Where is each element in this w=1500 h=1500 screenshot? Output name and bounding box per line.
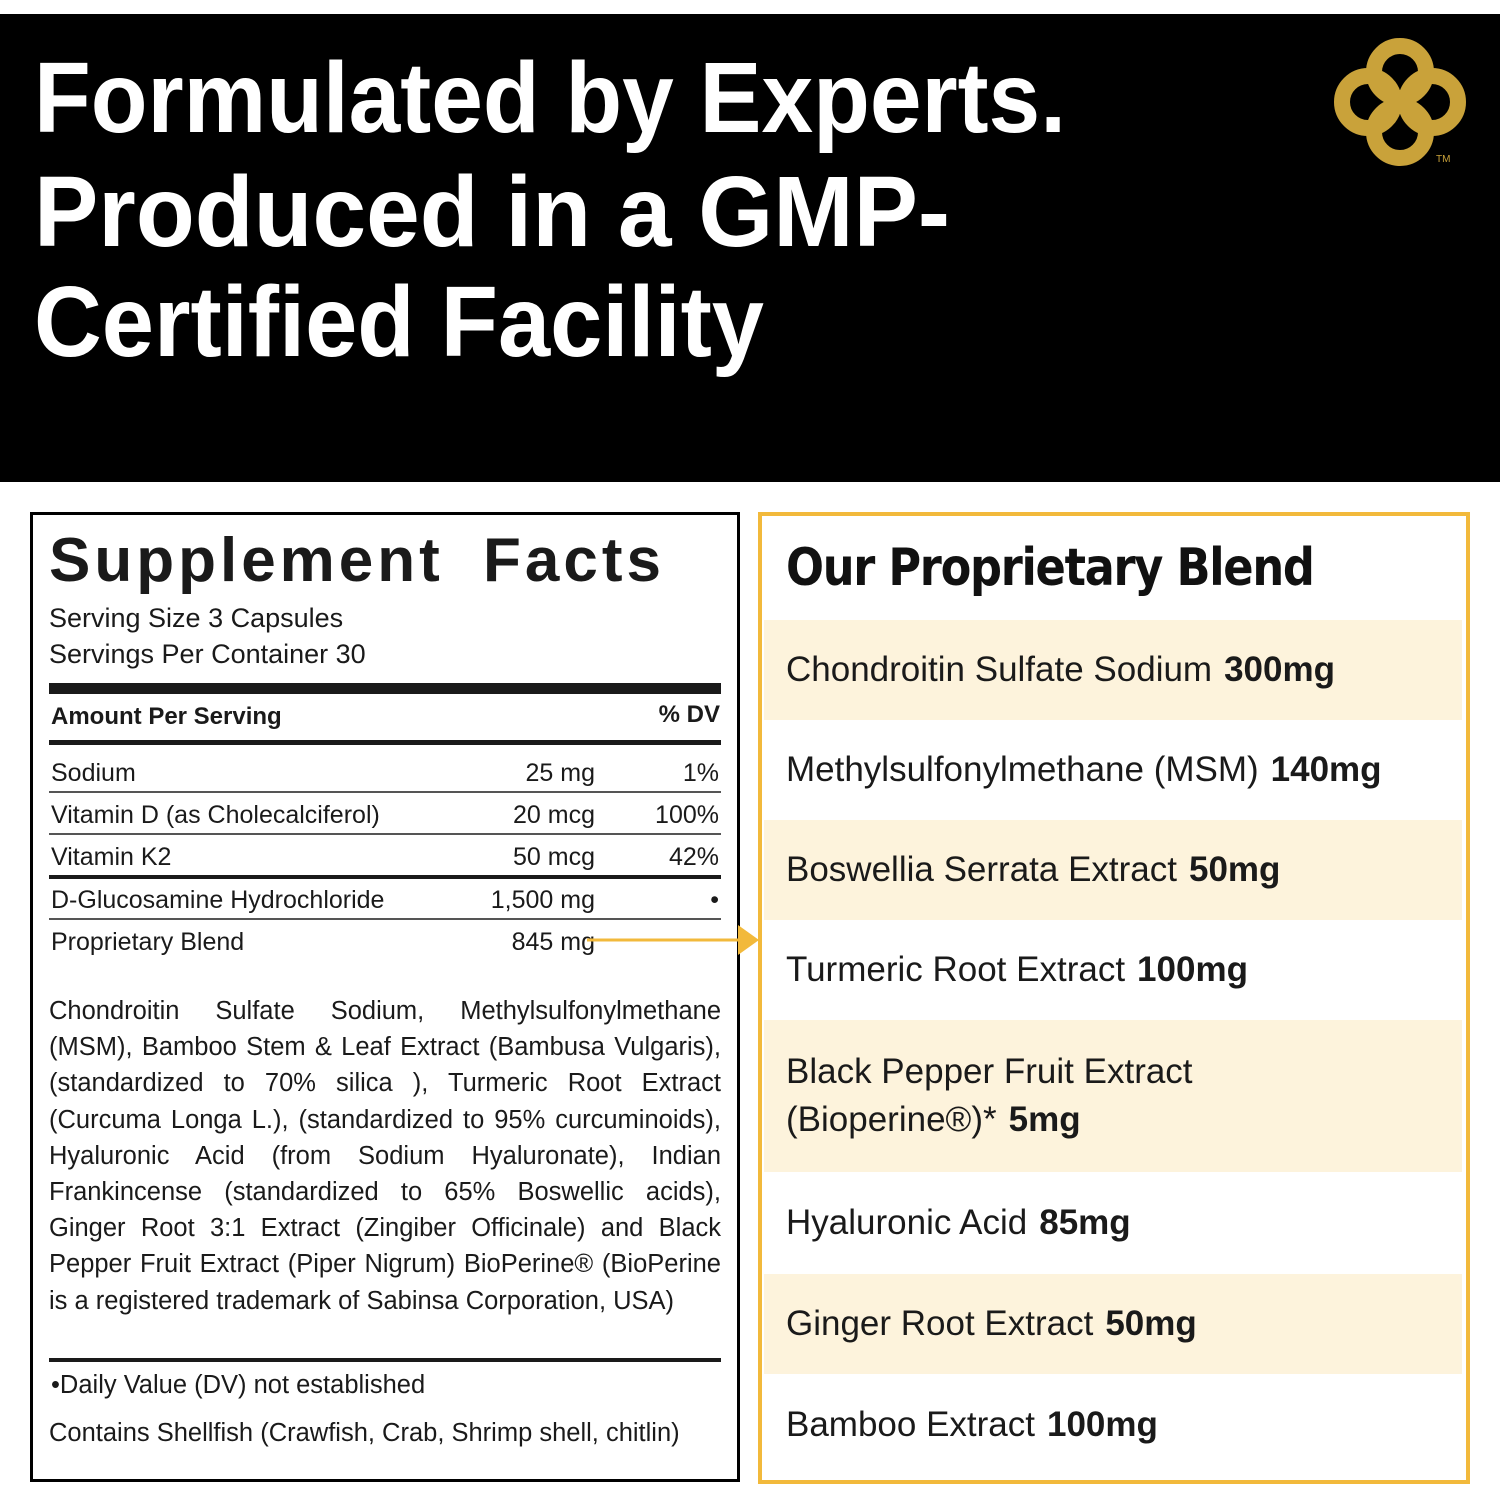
blend-row: Turmeric Root Extract 100mg xyxy=(764,920,1462,1020)
dv-header: % DV xyxy=(658,701,720,728)
facts-title: Supplement Facts xyxy=(49,526,665,595)
blend-text: Chondroitin Sulfate Sodium 300mg xyxy=(786,646,1335,694)
title-line: Certified Facility xyxy=(34,266,764,378)
blend-amount: 50mg xyxy=(1105,1304,1197,1343)
blend-amount: 300mg xyxy=(1224,650,1335,689)
facts-row: Vitamin D (as Cholecalciferol) 20 mcg 100% xyxy=(49,795,721,837)
blend-amount: 50mg xyxy=(1188,850,1281,889)
header-art: Formulated by Experts. Produced in a GMP… xyxy=(34,38,1466,378)
blend-name: Ginger Root Extract xyxy=(786,1304,1094,1343)
blend-text: Black Pepper Fruit Extract (Bioperine®)*… xyxy=(786,1048,1216,1144)
nutrient-name: D-Glucosamine Hydrochloride xyxy=(51,886,385,914)
blend-row: Black Pepper Fruit Extract (Bioperine®)*… xyxy=(764,1020,1462,1172)
footnote: •Daily Value (DV) not established xyxy=(51,1371,426,1399)
blend-title: Our Proprietary Blend xyxy=(786,538,1315,598)
nutrient-name: Sodium xyxy=(51,759,136,787)
nutrient-dv: • xyxy=(710,886,719,914)
title-line: Produced in a GMP- xyxy=(34,156,950,268)
blend-text: Hyaluronic Acid 85mg xyxy=(786,1199,1131,1247)
allergen: Contains Shellfish (Crawfish, Crab, Shri… xyxy=(49,1419,680,1447)
nutrient-dv: 1% xyxy=(682,759,719,787)
nutrient-dv: 100% xyxy=(655,801,719,829)
blend-amount: 140mg xyxy=(1270,750,1382,789)
blend-text: Ginger Root Extract 50mg xyxy=(786,1300,1197,1348)
nutrient-name: Proprietary Blend xyxy=(51,928,245,956)
blend-amount: 100mg xyxy=(1137,950,1248,989)
nutrient-name: Vitamin K2 xyxy=(51,843,172,871)
blend-name: Boswellia Serrata Extract xyxy=(786,850,1177,889)
proprietary-blend: Our Proprietary Blend Chondroitin Sulfat… xyxy=(758,512,1470,1484)
blend-name: Hyaluronic Acid xyxy=(786,1203,1028,1242)
nutrient-name: Vitamin D (as Cholecalciferol) xyxy=(51,801,380,829)
divider xyxy=(49,918,721,920)
nutrient-amount: 1,500 mg xyxy=(490,886,595,914)
blend-text: Bamboo Extract 100mg xyxy=(786,1401,1158,1449)
facts-row: Vitamin K2 50 mcg 42% xyxy=(49,837,721,879)
nutrient-amount: 20 mcg xyxy=(513,801,595,829)
blend-name: Black Pepper Fruit Extract (Bioperine®)* xyxy=(786,1052,1193,1139)
blend-row: Hyaluronic Acid 85mg xyxy=(764,1172,1462,1274)
blend-text: Boswellia Serrata Extract 50mg xyxy=(786,846,1280,894)
nutrient-amount: 50 mcg xyxy=(513,843,595,871)
servings-per-container: Servings Per Container 30 xyxy=(49,639,366,669)
divider xyxy=(49,683,721,694)
blend-name: Bamboo Extract xyxy=(786,1404,1035,1444)
blend-row: Ginger Root Extract 50mg xyxy=(764,1274,1462,1374)
blend-row: Methylsulfonylmethane (MSM) 140mg xyxy=(764,720,1462,820)
nutrient-amount: 845 mg xyxy=(511,928,595,956)
ingredients: Chondroitin Sulfate Sodium, Methylsulfon… xyxy=(49,997,721,1315)
divider xyxy=(49,1358,721,1362)
supplement-facts: Supplement Facts Serving Size 3 Capsules… xyxy=(30,512,759,1482)
blend-amount: 5mg xyxy=(1008,1100,1081,1139)
blend-row: Bamboo Extract 100mg xyxy=(764,1374,1462,1475)
nutrient-dv: 42% xyxy=(668,843,719,871)
blend-amount: 85mg xyxy=(1039,1203,1131,1242)
divider xyxy=(49,791,721,793)
blend-row: Boswellia Serrata Extract 50mg xyxy=(764,820,1462,920)
logo xyxy=(1334,38,1466,166)
blend-name: Methylsulfonylmethane (MSM) xyxy=(786,750,1259,789)
blend-text: Turmeric Root Extract 100mg xyxy=(786,946,1248,994)
divider xyxy=(49,875,721,879)
blend-name: Turmeric Root Extract xyxy=(786,950,1126,989)
facts-row: D-Glucosamine Hydrochloride 1,500 mg • xyxy=(49,880,721,922)
blend-amount: 100mg xyxy=(1047,1404,1158,1444)
blend-row: Chondroitin Sulfate Sodium 300mg xyxy=(764,620,1462,720)
serving-size: Serving Size 3 Capsules xyxy=(49,603,344,633)
arrow xyxy=(587,925,759,955)
title-line: Formulated by Experts. xyxy=(34,42,1066,154)
blend-name: Chondroitin Sulfate Sodium xyxy=(786,650,1213,689)
amount-header: Amount Per Serving xyxy=(51,703,282,730)
logo-mark: TM xyxy=(1436,154,1450,165)
facts-row: Proprietary Blend 845 mg xyxy=(49,922,721,964)
divider xyxy=(49,833,721,835)
nutrient-amount: 25 mg xyxy=(525,759,595,787)
divider xyxy=(49,740,721,745)
facts-row: Sodium 25 mg 1% xyxy=(49,753,721,795)
blend-text: Methylsulfonylmethane (MSM) 140mg xyxy=(786,746,1382,794)
header: Formulated by Experts. Produced in a GMP… xyxy=(0,14,1500,482)
